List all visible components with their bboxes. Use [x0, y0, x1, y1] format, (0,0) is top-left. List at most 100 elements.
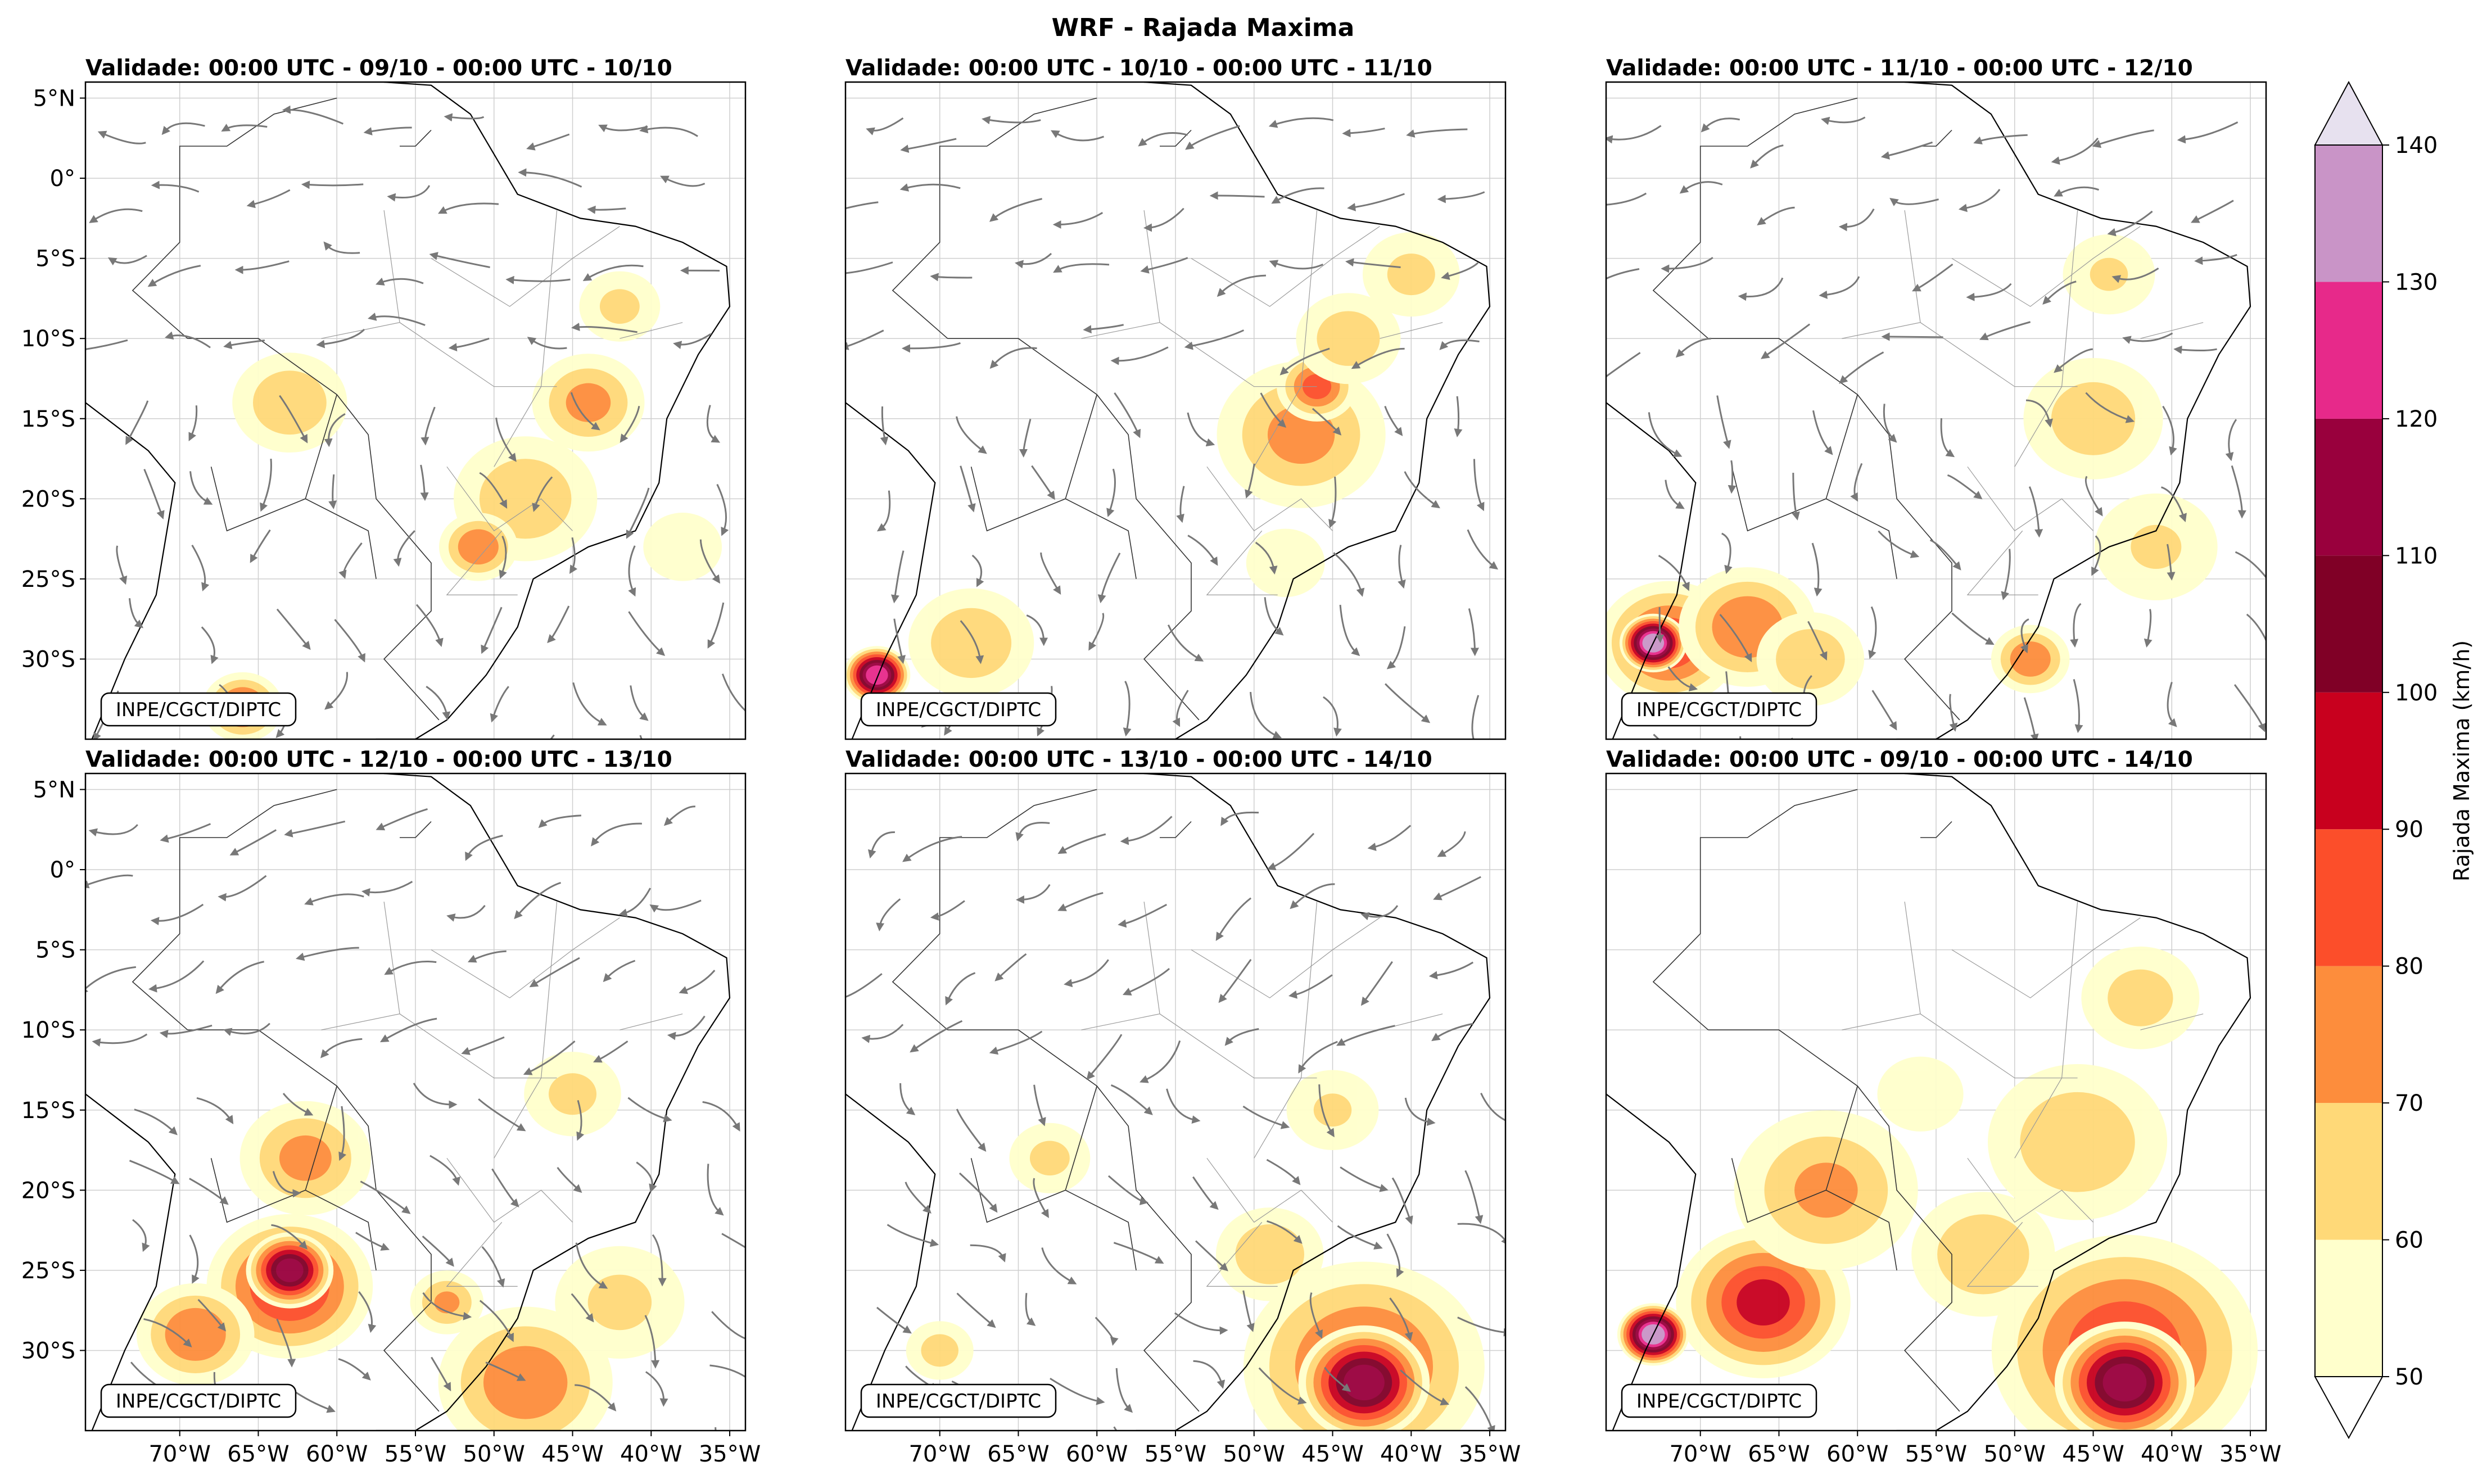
state-border [2140, 1014, 2204, 1030]
lat-tick-label: 20°S [21, 1178, 75, 1204]
streamline [547, 605, 570, 644]
streamline [1279, 347, 1330, 375]
streamline [1404, 471, 1440, 509]
colorbar-label: Rajada Maxima (km/h) [2449, 640, 2474, 881]
credit-label: INPE/CGCT/DIPTC [116, 699, 281, 721]
country-border [1065, 1085, 1137, 1271]
streamline [673, 333, 712, 349]
map-panel-4: Validade: 00:00 UTC - 12/10 - 00:00 UTC … [21, 747, 761, 1467]
streamline [334, 619, 365, 663]
streamline [1064, 959, 1109, 988]
map-panel-2: Validade: 00:00 UTC - 10/10 - 00:00 UTC … [844, 56, 1507, 740]
streamline [960, 620, 984, 664]
state-border [431, 917, 620, 998]
streamline [527, 337, 567, 350]
colorbar-tick-label: 110 [2395, 543, 2438, 569]
gust-contour [1246, 528, 1325, 598]
streamline [1878, 530, 1920, 558]
gust-contour [1343, 1364, 1385, 1401]
country-border [947, 338, 1200, 721]
streamlines [85, 806, 745, 1431]
state-border [446, 466, 573, 532]
streamline [867, 831, 895, 859]
streamline [479, 472, 508, 509]
streamline [1347, 193, 1405, 211]
streamline [461, 1036, 505, 1055]
streamline [1185, 125, 1240, 150]
streamline [323, 241, 360, 254]
streamline [587, 205, 626, 214]
streamline [1050, 1377, 1105, 1405]
streamline [134, 1109, 178, 1135]
streamline [2173, 345, 2217, 354]
coastline [85, 773, 731, 1431]
streamline [1883, 404, 1897, 443]
streamline [128, 598, 144, 628]
streamline [628, 545, 636, 597]
state-border [1206, 1221, 1278, 1287]
streamline [2235, 551, 2266, 588]
streamline [571, 1293, 594, 1323]
state-border [1966, 1221, 2038, 1287]
streamline [1653, 734, 1660, 739]
lat-tick-label: 15°S [21, 1098, 75, 1124]
country-border [305, 1085, 377, 1271]
streamline [1015, 252, 1052, 269]
streamline [1457, 1316, 1505, 1337]
streamline [2246, 613, 2266, 643]
state-border [321, 1014, 557, 1079]
streamline [1340, 1166, 1389, 1192]
streamline [246, 189, 291, 209]
lat-tick-label: 30°S [21, 1338, 75, 1364]
streamline [143, 469, 165, 519]
streamline [1792, 473, 1800, 521]
streamline [320, 1038, 363, 1058]
streamline [338, 1358, 371, 1381]
gust-contour [643, 513, 722, 581]
streamline [495, 417, 517, 462]
gust-contour [483, 1346, 568, 1419]
colorbar-band [2315, 145, 2382, 282]
streamline [2054, 186, 2100, 197]
colorbar-band [2315, 966, 2382, 1103]
streamline [1606, 125, 1662, 144]
streamline [958, 1172, 998, 1213]
panel-title: Validade: 00:00 UTC - 09/10 - 00:00 UTC … [85, 56, 672, 81]
streamline [899, 1083, 916, 1115]
streamline [1648, 412, 1683, 457]
streamline [324, 672, 348, 710]
streamline [148, 960, 205, 993]
streamline [1271, 187, 1324, 204]
streamline [1288, 974, 1333, 999]
streamline [989, 347, 1037, 369]
credit-box [1621, 692, 1817, 727]
gust-contour [599, 289, 640, 324]
country-border [1708, 338, 1960, 721]
country-border [210, 467, 306, 532]
coastline [845, 773, 1491, 1431]
map-panel-3: Validade: 00:00 UTC - 11/10 - 00:00 UTC … [1605, 56, 2267, 740]
streamline [107, 255, 147, 266]
streamline [1258, 1367, 1307, 1405]
country-border [947, 1029, 1200, 1412]
gust-contour [1235, 1224, 1305, 1284]
streamline [910, 1020, 963, 1053]
streamline [845, 329, 884, 350]
streamline [1176, 486, 1185, 523]
streamline [569, 537, 578, 574]
streamline [576, 1100, 585, 1141]
state-border [620, 1014, 683, 1030]
panel-frame [84, 81, 747, 740]
streamline [215, 961, 264, 994]
streamline [467, 950, 507, 963]
streamline [415, 604, 444, 648]
gust-contour [434, 1291, 460, 1314]
lon-tick-label: 65°W [1748, 1441, 1810, 1467]
country-border [1920, 129, 1952, 147]
streamline [679, 970, 716, 994]
streamline [426, 685, 451, 721]
streamline [150, 903, 204, 926]
lon-tick-label: 40°W [2141, 1441, 2203, 1467]
country-border [187, 338, 440, 721]
streamline [1107, 1175, 1149, 1205]
